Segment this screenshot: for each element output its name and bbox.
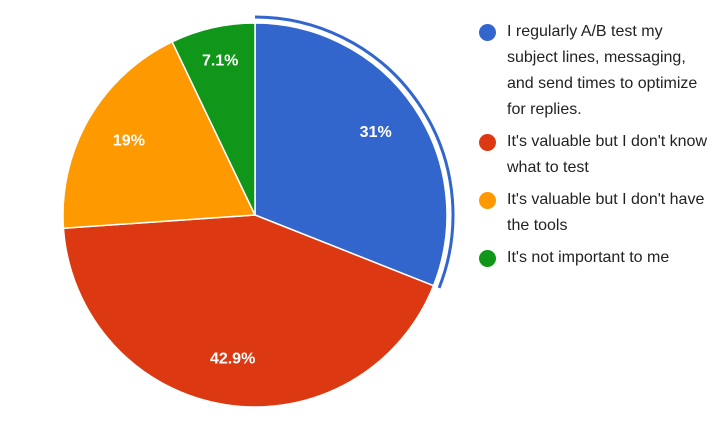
- slice-highlight: [254, 15, 455, 289]
- legend-swatch: [479, 134, 496, 151]
- legend-label: It's not important to me: [507, 249, 670, 266]
- legend-label: It's valuable but I don't have the tools: [507, 191, 705, 234]
- slice-label: 42.9%: [210, 350, 255, 367]
- legend-swatch: [479, 192, 496, 209]
- legend-swatch: [479, 250, 496, 267]
- legend-label: It's valuable but I don't know what to t…: [507, 133, 708, 176]
- pie-slice: [62, 214, 435, 408]
- legend-item: It's valuable but I don't have the tools: [478, 187, 708, 239]
- legend-item: It's not important to me: [478, 245, 708, 271]
- legend-item: I regularly A/B test my subject lines, m…: [478, 19, 708, 123]
- slice-label: 19%: [113, 133, 145, 150]
- slice-label: 7.1%: [202, 53, 238, 70]
- pie-slice: [254, 22, 448, 287]
- legend-item: It's valuable but I don't know what to t…: [478, 129, 708, 181]
- legend: I regularly A/B test my subject lines, m…: [478, 19, 708, 277]
- legend-label: I regularly A/B test my subject lines, m…: [507, 23, 698, 118]
- slice-label: 31%: [360, 124, 392, 141]
- pie-slice: [171, 22, 256, 216]
- legend-swatch: [479, 24, 496, 41]
- pie-slice: [62, 40, 257, 230]
